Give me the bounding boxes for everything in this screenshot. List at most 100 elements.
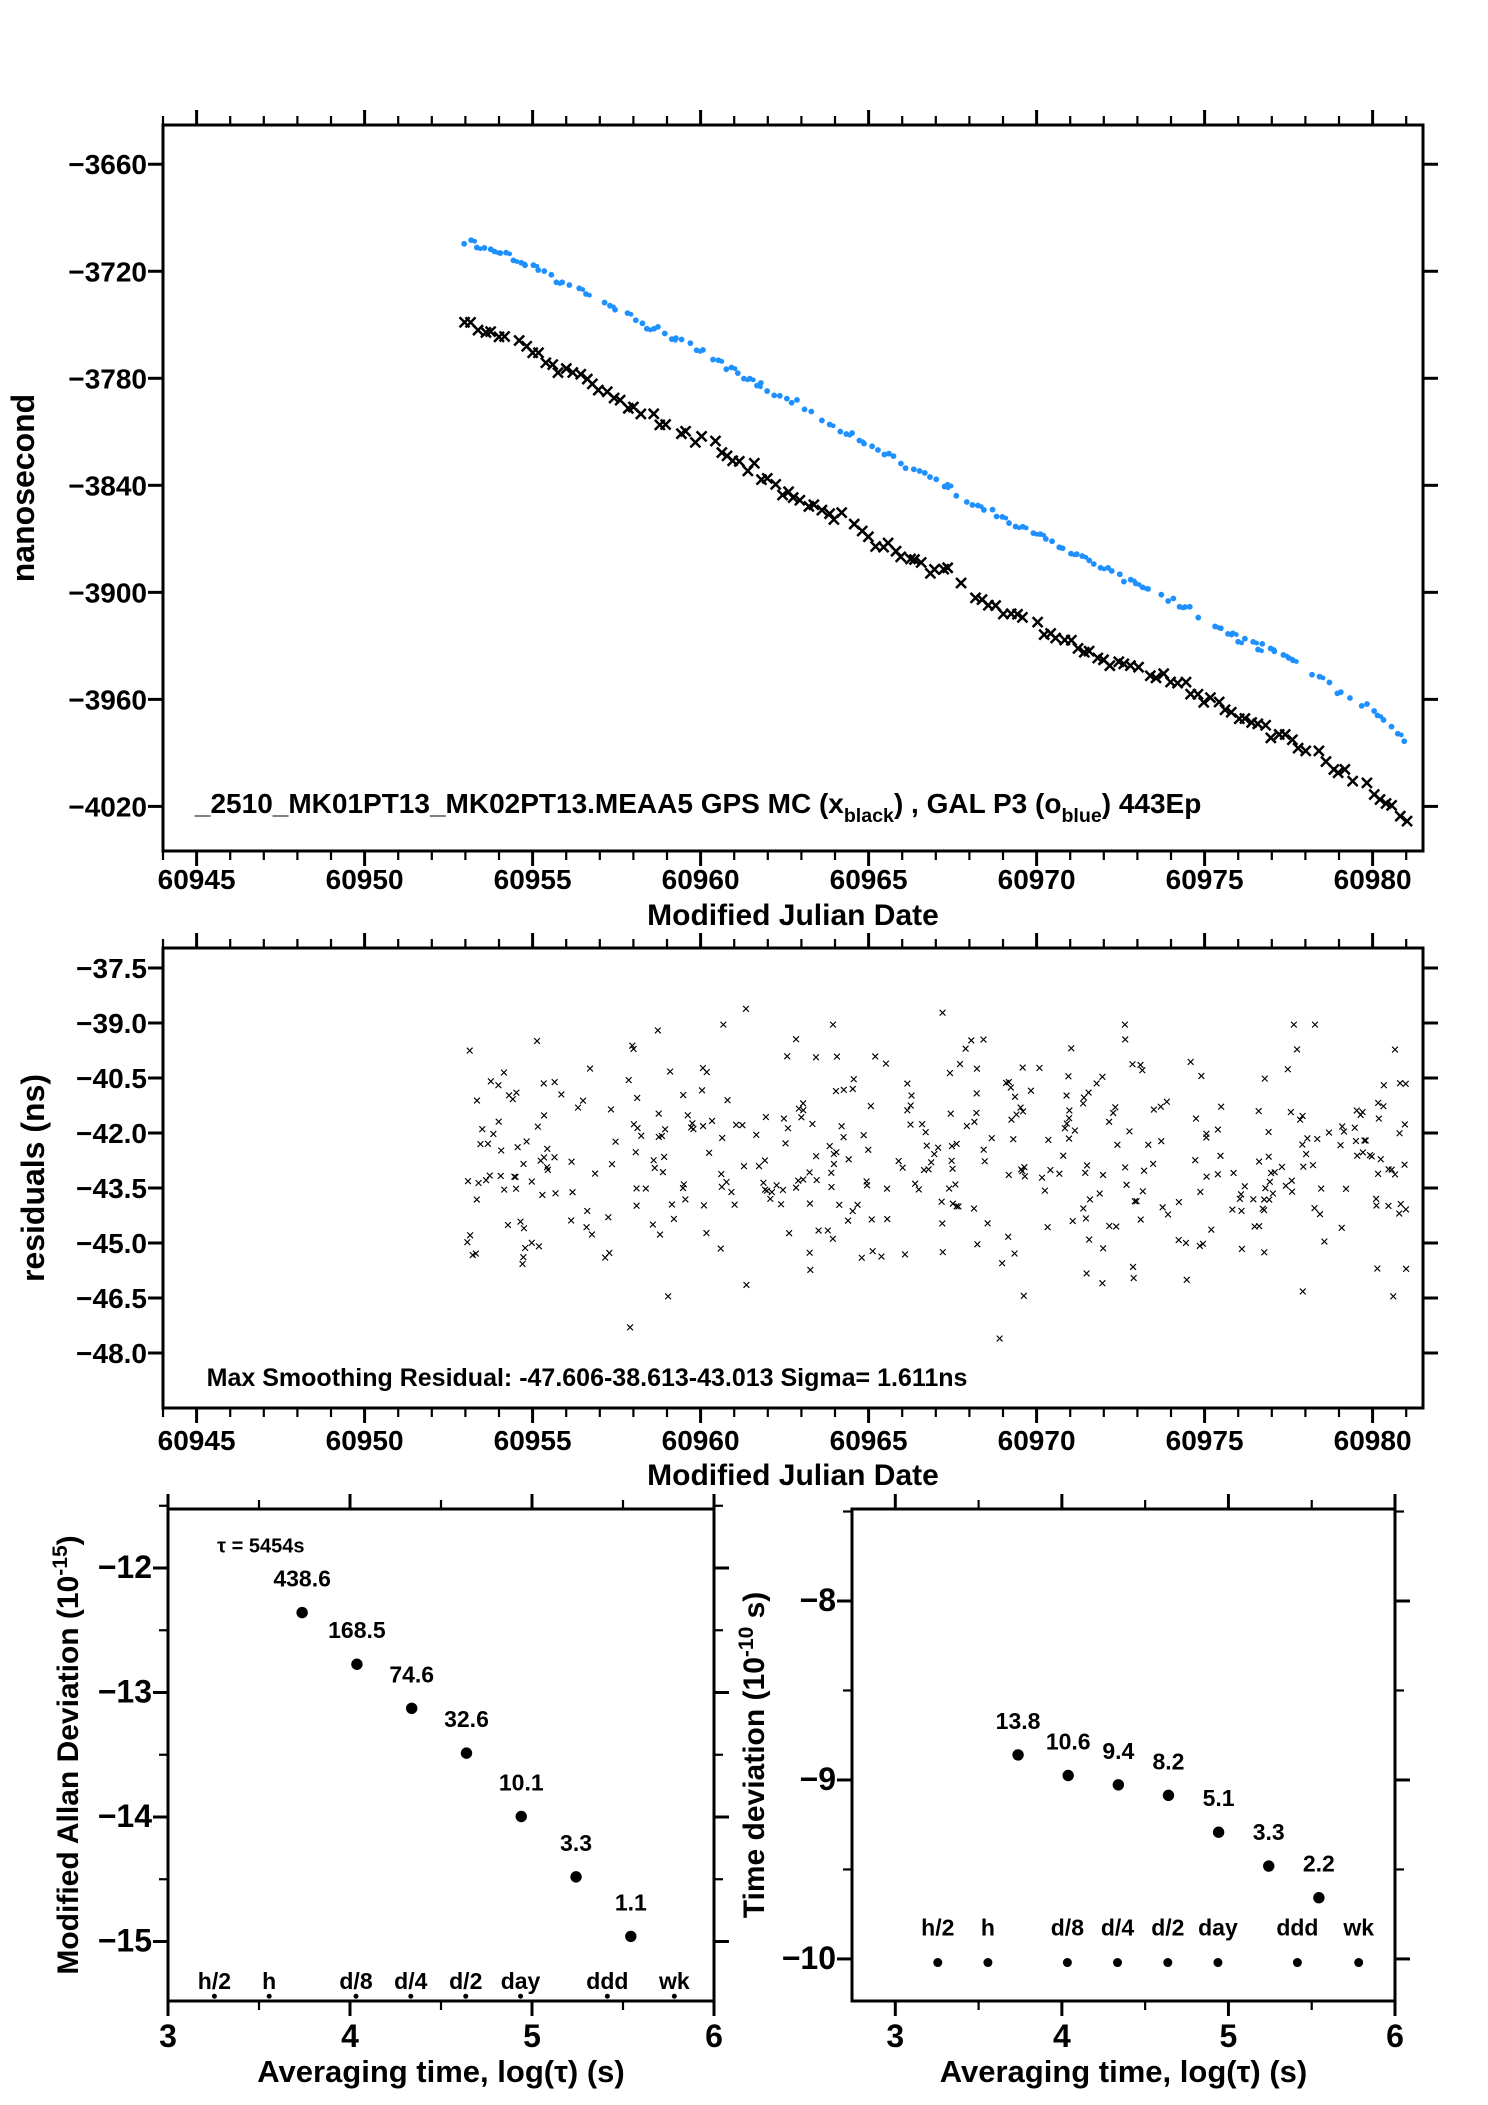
x-marker xyxy=(911,1180,919,1188)
x-marker xyxy=(486,1172,494,1179)
x-marker xyxy=(762,1113,770,1121)
x-marker xyxy=(1317,1185,1325,1192)
x-marker xyxy=(495,1118,502,1126)
o-marker xyxy=(788,399,795,406)
x-marker xyxy=(963,1122,971,1130)
x-marker xyxy=(1316,1210,1324,1218)
x-marker xyxy=(1109,1109,1117,1117)
o-marker xyxy=(916,468,923,474)
x-marker xyxy=(1401,1161,1408,1168)
o-marker xyxy=(535,267,542,273)
o-marker xyxy=(921,469,928,476)
x-marker xyxy=(608,1160,616,1168)
x-marker xyxy=(1018,1167,1026,1175)
x-marker xyxy=(835,1201,843,1209)
x-marker xyxy=(760,1179,767,1187)
x-marker xyxy=(792,1035,800,1043)
y-tick-label: −13 xyxy=(98,1674,152,1710)
x-marker xyxy=(633,1202,640,1210)
mdev-data-point xyxy=(405,1702,418,1715)
x-marker xyxy=(583,1223,590,1231)
o-marker xyxy=(771,392,778,399)
x-marker xyxy=(724,1096,731,1104)
phase-legend: _2510_MK01PT13_MK02PT13.MEAA5 GPS MC (xb… xyxy=(194,788,1201,827)
o-marker xyxy=(1195,614,1202,621)
x-marker xyxy=(899,1164,906,1172)
x-marker xyxy=(469,1251,477,1259)
x-marker xyxy=(938,1220,946,1227)
tdev-tau-dot xyxy=(1292,1958,1302,1968)
x-marker xyxy=(512,1185,520,1193)
x-marker xyxy=(528,1178,536,1185)
x-marker xyxy=(1036,1064,1043,1072)
x-marker xyxy=(699,1064,707,1072)
o-marker xyxy=(969,502,976,508)
x-marker xyxy=(680,1181,688,1188)
x-marker xyxy=(915,1186,923,1193)
x-marker xyxy=(816,504,828,517)
x-marker xyxy=(668,1201,676,1208)
x-marker xyxy=(1111,1103,1119,1111)
mdev-tau-label: d/4 xyxy=(394,1968,427,1994)
x-marker xyxy=(849,1085,857,1093)
x-marker xyxy=(860,1131,867,1139)
mdev-tau-dot xyxy=(266,1993,272,1999)
x-marker xyxy=(558,1091,565,1098)
x-marker xyxy=(1008,1116,1015,1123)
tdev-tau-label: day xyxy=(1198,1915,1238,1941)
o-marker xyxy=(1320,675,1326,681)
x-marker xyxy=(1402,1080,1410,1088)
o-marker xyxy=(472,238,478,244)
x-marker xyxy=(1099,1073,1106,1081)
x-marker xyxy=(815,1227,822,1234)
x-marker xyxy=(740,1162,748,1170)
x-marker xyxy=(973,1065,981,1073)
x-marker xyxy=(1139,1066,1146,1074)
x-marker xyxy=(780,1115,788,1122)
tdev-tau-label: h xyxy=(981,1915,995,1941)
tdev-data-point xyxy=(1012,1749,1024,1761)
x-marker xyxy=(715,446,728,459)
o-marker xyxy=(719,359,725,364)
x-marker xyxy=(777,1200,785,1208)
x-marker xyxy=(794,1177,802,1185)
x-marker xyxy=(1368,1153,1376,1160)
x-marker xyxy=(1191,1156,1199,1164)
x-marker xyxy=(632,1148,640,1156)
x-marker xyxy=(1197,1188,1204,1196)
mdev-tau-dot xyxy=(463,1993,469,1999)
o-marker xyxy=(948,483,954,489)
o-marker xyxy=(734,370,741,377)
x-marker xyxy=(514,1143,521,1151)
x-marker xyxy=(484,1140,492,1148)
mdev-data-point xyxy=(570,1871,582,1883)
x-marker xyxy=(1340,1128,1348,1135)
x-marker xyxy=(1325,1129,1333,1136)
o-marker xyxy=(548,271,555,278)
x-marker xyxy=(1061,1124,1069,1132)
x-marker xyxy=(655,1110,663,1117)
o-marker xyxy=(1326,679,1333,686)
x-tick-label: 60960 xyxy=(662,1425,740,1456)
o-marker xyxy=(898,460,904,467)
mdev-point-label: 3.3 xyxy=(560,1830,592,1856)
x-marker xyxy=(901,1251,909,1258)
x-marker xyxy=(980,1146,987,1154)
x-marker xyxy=(478,1125,486,1133)
mdev-data-point xyxy=(625,1930,637,1943)
x-marker xyxy=(1112,1223,1120,1230)
o-marker xyxy=(1259,640,1266,647)
x-marker xyxy=(500,1069,508,1076)
tdev-point-label: 9.4 xyxy=(1102,1738,1134,1764)
x-marker xyxy=(1137,1061,1144,1069)
o-marker xyxy=(1120,578,1127,585)
x-tick-label: 4 xyxy=(341,2018,359,2054)
x-marker xyxy=(904,1107,911,1114)
y-tick-label: −3660 xyxy=(68,149,147,180)
x-marker xyxy=(472,324,484,337)
x-axis-title: Modified Julian Date xyxy=(647,1459,939,1492)
x-marker xyxy=(482,1176,490,1184)
x-tick-label: 60950 xyxy=(326,1425,404,1456)
x-marker xyxy=(895,1157,902,1165)
